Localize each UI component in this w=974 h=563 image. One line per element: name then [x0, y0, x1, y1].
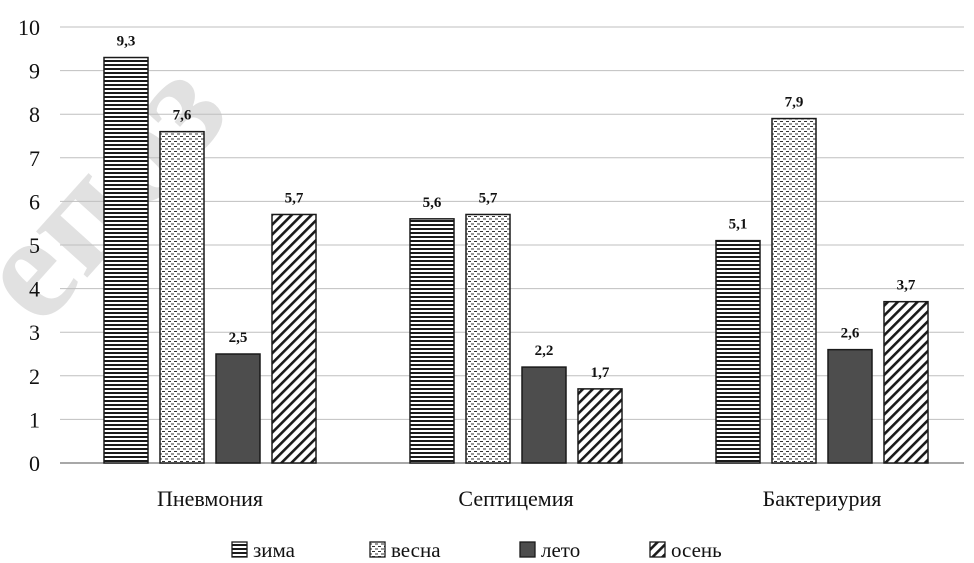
- y-tick-label: 4: [29, 277, 40, 302]
- y-tick-label: 8: [29, 102, 40, 127]
- bar-осень-1: [577, 388, 623, 464]
- x-axis-category-labels: Пневмония Септицемия Бактериурия: [157, 486, 881, 511]
- bar-лето-0: [215, 353, 261, 464]
- y-tick-label: 10: [18, 15, 40, 40]
- y-tick-label: 1: [29, 407, 40, 432]
- gridlines: [60, 26, 964, 464]
- legend-label: лето: [541, 538, 580, 562]
- bar-зима-0: [103, 56, 149, 464]
- y-tick-label: 0: [29, 451, 40, 476]
- y-tick-label: 9: [29, 59, 40, 84]
- data-label: 5,7: [479, 190, 498, 206]
- category-label: Пневмония: [157, 486, 263, 511]
- data-label: 2,6: [841, 326, 860, 342]
- bar-весна-2: [771, 117, 817, 464]
- data-labels: 9,3 7,6 2,5 5,7 5,6 5,7 2,2 1,7 5,1 7,9 2,6 3,7: [117, 34, 916, 381]
- data-label: 2,5: [229, 330, 248, 346]
- legend: зима весна лето осень: [231, 538, 722, 562]
- data-label: 5,7: [285, 190, 304, 206]
- bar-лето-1: [521, 366, 567, 464]
- data-label: 7,9: [785, 95, 804, 111]
- data-label: 7,6: [173, 108, 192, 124]
- bar-весна-0: [159, 130, 205, 464]
- data-label: 9,3: [117, 34, 136, 50]
- category-label: Бактериурия: [763, 486, 882, 511]
- legend-label: осень: [671, 538, 722, 562]
- data-label: 2,2: [535, 343, 554, 359]
- bar-весна-1: [465, 213, 511, 464]
- bar-осень-0: [271, 213, 317, 464]
- y-tick-label: 7: [29, 146, 40, 171]
- y-tick-label: 6: [29, 189, 40, 214]
- bar-лето-2: [827, 348, 873, 464]
- bar-осень-2: [883, 300, 929, 464]
- data-label: 5,6: [423, 195, 442, 211]
- legend-swatch-лето: [519, 541, 536, 558]
- y-tick-label: 5: [29, 233, 40, 258]
- legend-swatch-весна: [369, 541, 386, 558]
- bar-зима-1: [409, 218, 455, 464]
- legend-swatch-зима: [231, 541, 248, 558]
- bars: [103, 56, 929, 464]
- data-label: 1,7: [591, 365, 610, 381]
- legend-label: весна: [391, 538, 441, 562]
- legend-label: зима: [253, 538, 296, 562]
- legend-swatch-осень: [649, 541, 666, 558]
- y-tick-label: 3: [29, 320, 40, 345]
- data-label: 3,7: [897, 278, 916, 294]
- data-label: 5,1: [729, 217, 748, 233]
- y-axis-tick-labels: 0 1 2 3 4 5 6 7 8 9 10: [18, 15, 40, 476]
- bar-зима-2: [715, 239, 761, 464]
- category-label: Септицемия: [458, 486, 573, 511]
- y-tick-label: 2: [29, 364, 40, 389]
